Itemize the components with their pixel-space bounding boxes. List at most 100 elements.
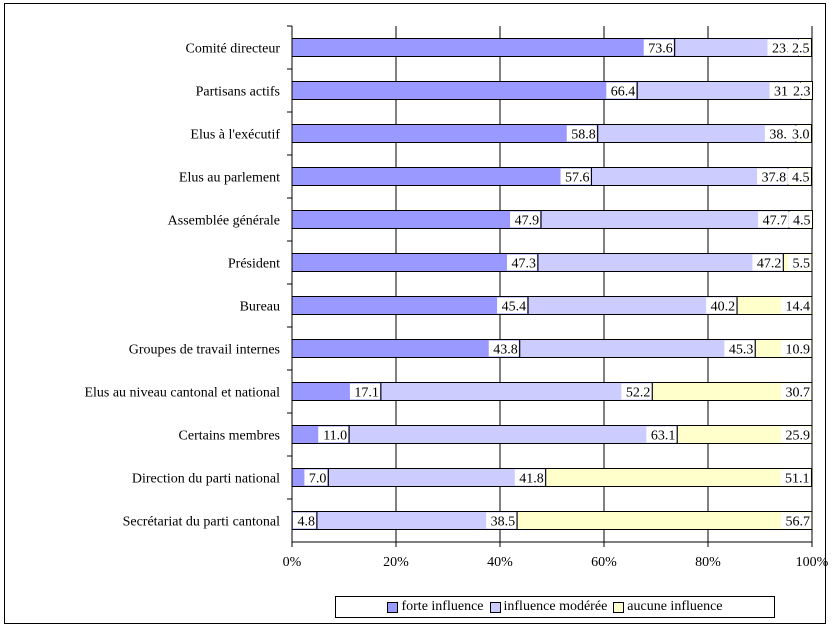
data-label-bg xyxy=(621,383,652,400)
data-label-bg xyxy=(292,512,316,529)
bar-segment xyxy=(676,425,813,444)
data-label-bg xyxy=(304,469,328,486)
data-label-bg xyxy=(781,383,811,400)
data-label: 47.9 xyxy=(515,214,540,229)
data-label-bg xyxy=(758,211,789,228)
data-label-bg xyxy=(752,254,783,271)
data-label: 11.0 xyxy=(323,429,347,444)
data-label-bg xyxy=(781,512,811,529)
legend-label-moderee: influence modérée xyxy=(503,599,608,614)
bar-segment xyxy=(540,210,790,229)
bar-segment xyxy=(291,296,529,315)
data-label: 3.0 xyxy=(792,128,810,143)
bar-segment xyxy=(291,124,599,143)
bar-segment xyxy=(348,425,678,444)
category-label: Secrétariat du parti cantonal xyxy=(123,515,281,530)
bar-segment xyxy=(545,468,812,487)
data-label-bg xyxy=(506,254,537,271)
data-label-bg xyxy=(787,125,811,142)
x-tick-label: 80% xyxy=(695,555,721,570)
data-label: 38.5 xyxy=(491,515,516,530)
data-label-bg xyxy=(643,39,674,56)
data-label-bg xyxy=(318,426,349,443)
data-label: 47.3 xyxy=(511,257,536,272)
data-label: 17.1 xyxy=(354,386,379,401)
legend: forte influence influence modérée aucune… xyxy=(335,596,775,618)
legend-item-forte: forte influence xyxy=(387,599,484,615)
data-label-bg xyxy=(757,168,788,185)
x-tick-label: 60% xyxy=(591,555,617,570)
category-label: Bureau xyxy=(240,300,280,315)
data-label-bg xyxy=(514,469,545,486)
data-label: 4.8 xyxy=(297,515,315,530)
data-label-bg xyxy=(706,297,737,314)
bar-segment xyxy=(291,38,676,57)
data-label: 47.2 xyxy=(757,257,782,272)
data-label-bg xyxy=(724,340,755,357)
data-label-bg xyxy=(646,426,677,443)
data-label: 45.4 xyxy=(502,300,527,315)
data-label-bg xyxy=(780,469,811,486)
data-label-bg xyxy=(788,82,812,99)
bar-segment xyxy=(537,253,784,272)
category-label: Comité directeur xyxy=(186,42,281,57)
data-label: 10.9 xyxy=(786,343,811,358)
data-label: 63.1 xyxy=(651,429,676,444)
bar-segment xyxy=(327,468,547,487)
legend-label-aucune: aucune influence xyxy=(627,599,723,614)
category-label: Président xyxy=(228,257,280,272)
data-label: 14.4 xyxy=(786,300,811,315)
category-label: Direction du parti national xyxy=(132,472,280,487)
bar-segment xyxy=(291,339,521,358)
legend-swatch-forte xyxy=(387,601,399,613)
bar-segment xyxy=(291,81,638,100)
legend-swatch-moderee xyxy=(489,601,501,613)
bar-segment xyxy=(516,511,813,530)
data-label: 4.5 xyxy=(792,171,810,186)
stacked-bar-chart: 0% 20% 40% 60% 80% 100%Comité directeur 73.6 23… xyxy=(84,25,829,570)
data-label: 40.2 xyxy=(711,300,736,315)
data-label-bg xyxy=(560,168,591,185)
bar-segment xyxy=(651,382,813,401)
data-label: 47.7 xyxy=(763,214,788,229)
data-label: 4.5 xyxy=(793,214,811,229)
data-label-bg xyxy=(764,125,795,142)
data-label-bg xyxy=(606,82,637,99)
x-tick-label: 100% xyxy=(796,555,829,570)
data-label-bg xyxy=(787,39,811,56)
data-label: 30.7 xyxy=(786,386,811,401)
data-label: 56.7 xyxy=(786,515,811,530)
legend-item-moderee: influence modérée xyxy=(489,599,608,615)
data-label: 41.8 xyxy=(519,472,544,487)
category-label: Assemblée générale xyxy=(168,214,280,229)
data-label: 43.8 xyxy=(493,343,518,358)
data-label: 37.8 xyxy=(762,171,787,186)
legend-item-aucune: aucune influence xyxy=(613,599,723,615)
x-tick-label: 0% xyxy=(283,555,302,570)
data-label-bg xyxy=(497,297,528,314)
bar-segment xyxy=(291,210,542,229)
category-label: Elus à l'exécutif xyxy=(190,128,280,143)
data-label-bg xyxy=(566,125,597,142)
data-label: 25.9 xyxy=(786,429,811,444)
bar-segment xyxy=(380,382,653,401)
data-label-bg xyxy=(486,512,517,529)
data-label: 73.6 xyxy=(648,42,673,57)
data-label: 7.0 xyxy=(309,472,327,487)
data-label-bg xyxy=(781,297,811,314)
x-tick-label: 40% xyxy=(487,555,513,570)
category-label: Certains membres xyxy=(179,429,280,444)
legend-swatch-aucune xyxy=(613,601,625,613)
data-label-bg xyxy=(510,211,541,228)
data-label: 66.4 xyxy=(611,85,636,100)
legend-label-forte: forte influence xyxy=(401,599,484,614)
x-tick-label: 20% xyxy=(383,555,409,570)
bar-segment xyxy=(291,167,593,186)
data-label: 2.3 xyxy=(793,85,811,100)
data-label-bg xyxy=(788,254,811,271)
data-label-bg xyxy=(787,168,811,185)
data-label-bg xyxy=(488,340,519,357)
data-label-bg xyxy=(788,211,812,228)
data-label: 52.2 xyxy=(626,386,651,401)
category-label: Elus au parlement xyxy=(179,171,280,186)
